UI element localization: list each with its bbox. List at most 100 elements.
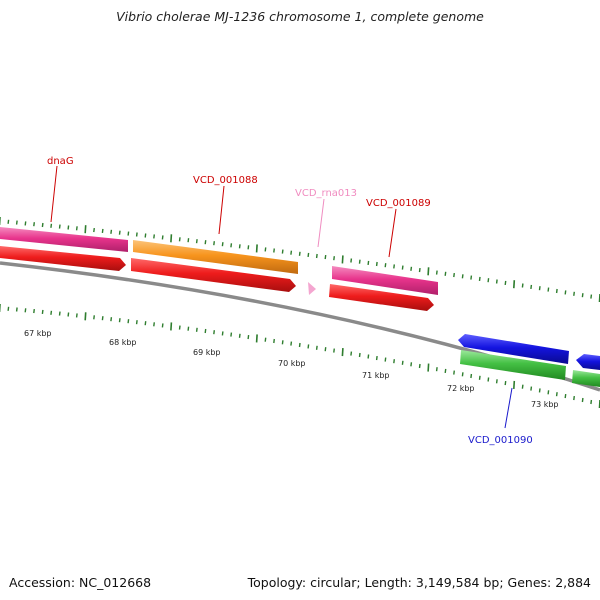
inner-tick-46 — [393, 359, 395, 364]
outer-tick-41 — [350, 258, 353, 263]
inner-tick-65 — [555, 392, 558, 397]
inner-tick-47 — [401, 360, 404, 365]
inner-tick-25 — [213, 330, 215, 335]
inner-tick-30 — [255, 334, 258, 343]
inner-tick-35 — [298, 342, 301, 348]
outer-tick-6 — [50, 223, 53, 228]
inner-tick-row — [0, 304, 600, 409]
outer-tick-48 — [410, 266, 413, 271]
outer-tick-50 — [427, 267, 430, 276]
gene-vcd-001090-blue[interactable] — [458, 334, 569, 364]
inner-tick-40 — [341, 348, 344, 357]
kbp-label-73: 73 kbp — [531, 400, 559, 409]
gene-dnaG[interactable] — [0, 227, 128, 252]
inner-tick-63 — [538, 388, 541, 393]
inner-tick-57 — [487, 377, 490, 382]
outer-tick-45 — [384, 263, 387, 268]
gene-vcd-001088[interactable] — [133, 240, 298, 274]
inner-tick-33 — [281, 340, 284, 345]
gene-green-2[interactable] — [572, 370, 600, 387]
inner-tick-49 — [418, 363, 421, 369]
gene-green-1[interactable] — [460, 350, 566, 380]
outer-tick-22 — [187, 238, 190, 243]
map-title: Vibrio cholerae MJ-1236 chromosome 1, co… — [116, 9, 484, 24]
outer-tick-30 — [255, 244, 258, 253]
outer-tick-47 — [401, 265, 404, 270]
gene-red-arrow-3[interactable] — [329, 284, 434, 311]
outer-tick-67 — [573, 291, 575, 296]
gene-vcd-001089[interactable] — [332, 266, 438, 295]
outer-tick-59 — [504, 280, 507, 285]
outer-tick-2 — [15, 220, 18, 225]
inner-tick-8 — [67, 312, 70, 317]
outer-tick-16 — [135, 232, 138, 237]
inner-tick-56 — [478, 375, 481, 380]
inner-tick-6 — [50, 310, 53, 315]
outer-tick-40 — [341, 255, 344, 264]
inner-tick-67 — [573, 396, 575, 401]
inner-tick-7 — [58, 311, 61, 316]
outer-tick-63 — [538, 286, 541, 291]
inner-tick-37 — [315, 345, 318, 350]
inner-tick-48 — [410, 362, 413, 367]
inner-tick-64 — [547, 390, 550, 395]
gene-red-arrow-1[interactable] — [0, 246, 126, 271]
outer-tick-39 — [333, 256, 335, 261]
gene-label-vcd-rna013: VCD_rna013 — [295, 188, 357, 199]
inner-tick-18 — [153, 322, 155, 327]
inner-tick-29 — [247, 335, 250, 340]
inner-tick-24 — [204, 328, 207, 334]
outer-tick-1 — [7, 219, 10, 224]
outer-tick-9 — [75, 226, 78, 231]
inner-tick-2 — [15, 307, 18, 312]
outer-tick-17 — [144, 233, 147, 238]
outer-tick-55 — [470, 275, 473, 280]
outer-tick-69 — [590, 294, 593, 299]
kbp-label-70: 70 kbp — [278, 359, 306, 368]
inner-tick-32 — [273, 338, 275, 344]
kbp-label-67: 67 kbp — [24, 329, 52, 338]
outer-tick-65 — [555, 288, 558, 294]
outer-tick-12 — [101, 228, 104, 233]
inner-tick-43 — [367, 354, 370, 359]
inner-tick-4 — [33, 309, 35, 314]
inner-tick-3 — [24, 308, 27, 313]
inner-tick-50 — [427, 363, 430, 372]
outer-tick-36 — [307, 252, 310, 257]
inner-tick-5 — [41, 309, 44, 314]
gene-red-arrow-2[interactable] — [131, 258, 296, 292]
outer-tick-29 — [247, 245, 250, 250]
inner-tick-31 — [264, 337, 267, 342]
gene-vcd-rna013[interactable] — [308, 282, 316, 295]
inner-tick-13 — [110, 317, 113, 322]
inner-tick-19 — [161, 323, 164, 328]
genome-summary-text: Topology: circular; Length: 3,149,584 bp… — [247, 575, 591, 590]
outer-tick-14 — [118, 230, 121, 235]
inner-tick-22 — [187, 326, 190, 331]
outer-tick-34 — [290, 250, 293, 255]
inner-tick-60 — [513, 380, 516, 389]
outer-tick-43 — [367, 260, 370, 265]
outer-tick-24 — [204, 240, 207, 245]
outer-tick-7 — [58, 224, 61, 229]
outer-tick-25 — [213, 241, 215, 246]
inner-tick-26 — [221, 331, 224, 336]
gene-blue-2[interactable] — [576, 354, 600, 370]
inner-tick-58 — [495, 379, 498, 384]
outer-tick-60 — [513, 280, 516, 289]
inner-tick-34 — [290, 341, 293, 346]
outer-tick-28 — [238, 244, 241, 249]
inner-tick-36 — [307, 344, 310, 349]
outer-tick-46 — [393, 264, 395, 269]
inner-tick-10 — [84, 312, 87, 321]
accession-text: Accession: NC_012668 — [9, 575, 152, 590]
outer-tick-3 — [24, 221, 27, 226]
inner-tick-1 — [7, 306, 10, 311]
kbp-label-69: 69 kbp — [193, 348, 221, 357]
inner-tick-28 — [238, 333, 241, 338]
inner-tick-20 — [170, 322, 173, 331]
outer-tick-4 — [33, 222, 35, 227]
outer-tick-33 — [281, 249, 284, 254]
inner-tick-42 — [358, 352, 361, 358]
label-line-vcd-001088 — [218, 185, 225, 235]
